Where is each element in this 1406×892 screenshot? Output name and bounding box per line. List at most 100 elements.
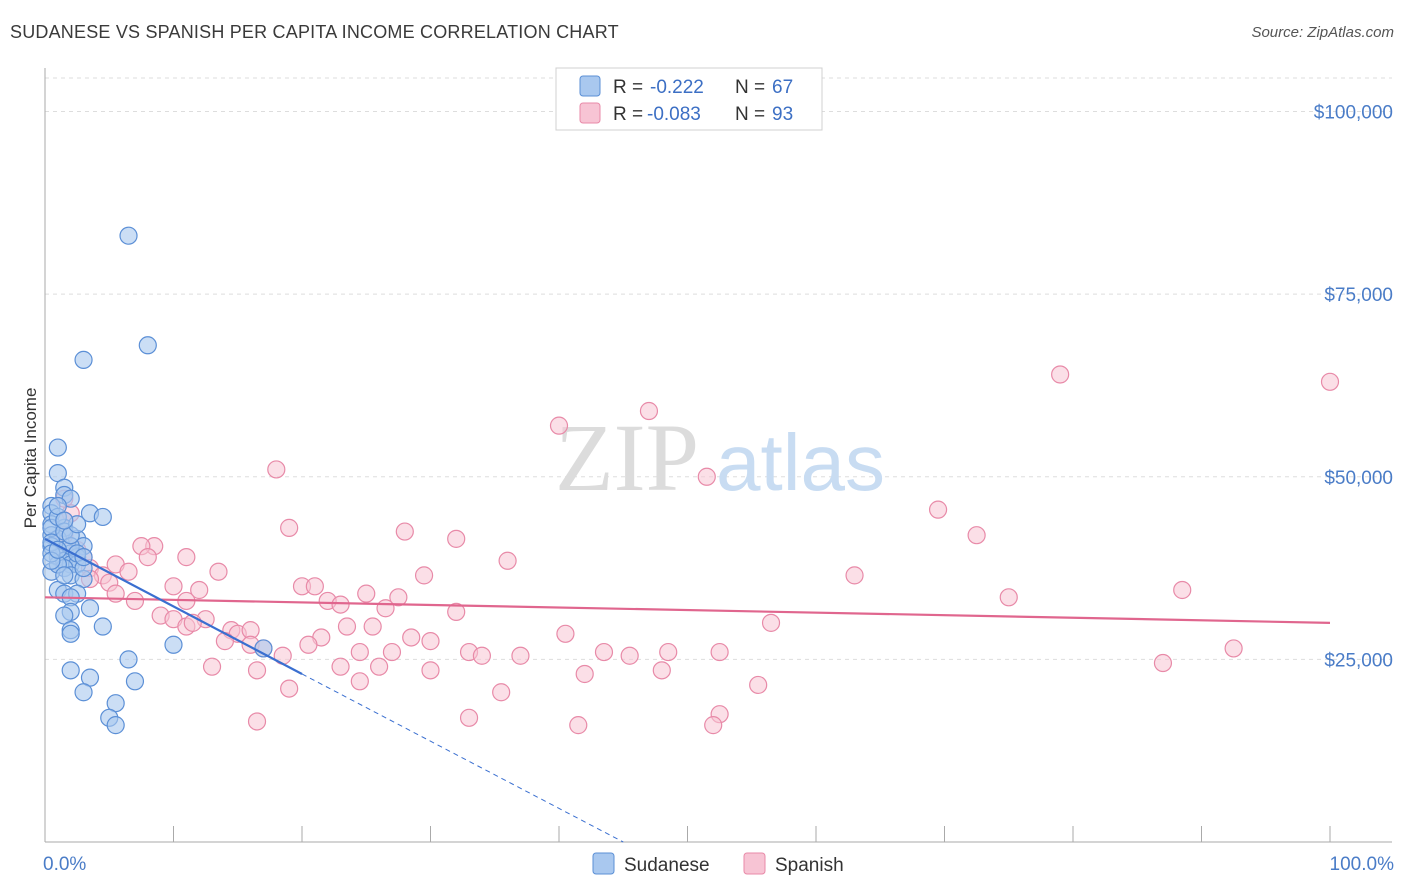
bottom-legend-swatch-spanish [743, 852, 766, 875]
spanish-point [845, 566, 864, 585]
spanish-point [697, 467, 716, 486]
legend-r-value: -0.222 [650, 77, 704, 98]
spanish-point [704, 716, 723, 735]
sudanese-series [42, 226, 273, 735]
x-tick-label: 100.0% [1330, 854, 1395, 875]
spanish-point [247, 661, 267, 680]
spanish-trend-line [44, 596, 1331, 624]
legend-r-label: R = [613, 77, 643, 98]
spanish-point [414, 566, 434, 585]
spanish-point [761, 613, 781, 632]
bottom-legend-label-spanish: Spanish [775, 855, 844, 876]
spanish-point [382, 642, 402, 662]
spanish-point [202, 657, 222, 676]
legend: R = -0.222 N = 67 R = -0.083 N = 93 [555, 67, 823, 131]
spanish-point [350, 672, 369, 691]
spanish-point [659, 642, 678, 662]
sudanese-point [61, 661, 80, 680]
spanish-point [331, 595, 350, 614]
spanish-point [967, 526, 986, 545]
legend-r-label: R = [613, 104, 643, 125]
y-tick-label: $100,000 [1314, 103, 1393, 124]
legend-n-value: 93 [772, 104, 793, 125]
spanish-point [299, 635, 318, 654]
spanish-point [1320, 372, 1340, 391]
sudanese-trend-extension [301, 673, 624, 843]
spanish-point [357, 584, 376, 603]
spanish-point [710, 642, 729, 662]
trend-lines [44, 537, 1331, 843]
axes [44, 68, 1392, 843]
sudanese-point [93, 617, 112, 636]
spanish-point [363, 617, 382, 636]
spanish-point [209, 562, 228, 581]
spanish-point [492, 683, 511, 702]
sudanese-point [74, 683, 93, 702]
watermark-zip: ZIP [555, 404, 699, 511]
legend-n-label: N = [735, 104, 765, 125]
sudanese-trend-line [44, 537, 303, 675]
spanish-point [395, 522, 414, 541]
bottom-legend-label-sudanese: Sudanese [624, 855, 710, 876]
sudanese-point [55, 511, 74, 530]
chart-title: SUDANESE VS SPANISH PER CAPITA INCOME CO… [10, 22, 619, 42]
sudanese-point [93, 507, 112, 527]
spanish-point [267, 460, 286, 479]
spanish-point [549, 416, 569, 435]
y-tick-label: $50,000 [1324, 468, 1393, 489]
watermark-atlas: atlas [716, 418, 885, 507]
x-tick-labels: 0.0% 100.0% [43, 854, 1394, 875]
sudanese-point [119, 226, 138, 245]
spanish-point [190, 580, 209, 600]
spanish-point [331, 657, 350, 676]
y-tick-labels: $25,000 $50,000 $75,000 $100,000 [1314, 103, 1393, 672]
spanish-point [119, 562, 138, 581]
spanish-point [999, 588, 1018, 607]
spanish-point [164, 577, 183, 596]
spanish-point [928, 500, 948, 519]
grid-lines [45, 77, 1392, 660]
spanish-point [337, 617, 357, 636]
spanish-point [125, 591, 145, 611]
spanish-point [498, 551, 517, 570]
spanish-point [421, 661, 440, 680]
spanish-point [1153, 653, 1173, 673]
sudanese-point [48, 438, 67, 457]
sudanese-point [125, 672, 145, 691]
spanish-point [138, 548, 157, 567]
spanish-point [447, 602, 466, 622]
source-label: Source: ZipAtlas.com [1251, 24, 1394, 41]
legend-n-value: 67 [772, 77, 793, 98]
y-tick-label: $75,000 [1324, 285, 1393, 306]
spanish-point [575, 664, 594, 684]
spanish-point [370, 657, 389, 676]
spanish-point [1173, 580, 1192, 600]
spanish-point [402, 628, 421, 647]
spanish-point [376, 599, 395, 618]
sudanese-point [164, 635, 183, 654]
spanish-point [569, 716, 588, 735]
sudanese-point [119, 650, 138, 669]
spanish-point [459, 708, 479, 727]
sudanese-point [74, 350, 93, 369]
bottom-legend-swatch-sudanese [592, 852, 615, 875]
spanish-point [305, 577, 324, 596]
spanish-point [639, 401, 659, 421]
spanish-point [447, 529, 466, 548]
spanish-point [177, 548, 196, 567]
spanish-point [556, 624, 575, 643]
spanish-point [215, 632, 234, 651]
sudanese-point [80, 599, 100, 618]
spanish-point [472, 646, 491, 665]
legend-r-value: -0.083 [647, 104, 701, 125]
legend-swatch-sudanese [579, 75, 601, 97]
spanish-point [389, 588, 408, 607]
spanish-point [280, 679, 299, 698]
spanish-point [652, 661, 671, 680]
spanish-point [749, 675, 768, 695]
bottom-legend: Sudanese Spanish [592, 852, 844, 876]
spanish-point [511, 646, 530, 665]
legend-n-label: N = [735, 77, 765, 98]
x-tick-label: 0.0% [43, 854, 86, 875]
